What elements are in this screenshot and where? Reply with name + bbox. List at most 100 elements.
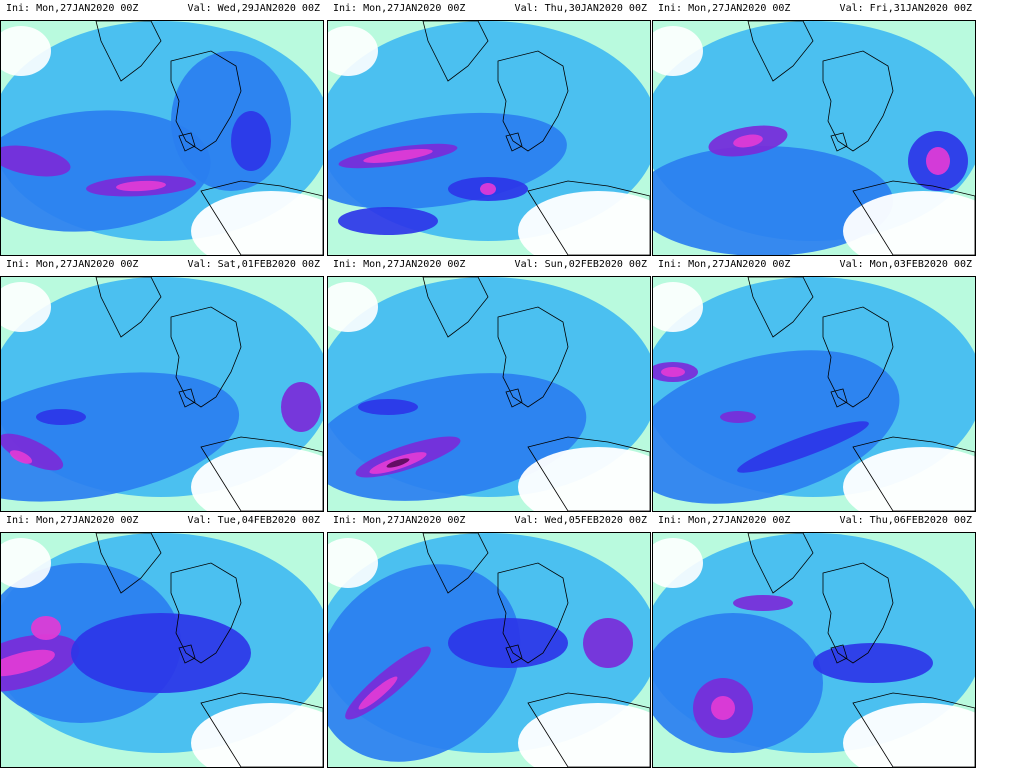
precip-blob	[711, 696, 735, 720]
coastline	[170, 50, 242, 152]
forecast-map	[0, 276, 324, 512]
init-time-label: Ini: Mon,27JAN2020 00Z	[6, 515, 139, 526]
valid-time-label: Val: Sat,01FEB2020 00Z	[187, 259, 320, 270]
panel-header: Ini: Mon,27JAN2020 00Z Val: Thu,30JAN202…	[327, 0, 651, 18]
precip-blob	[281, 382, 321, 432]
coastline	[200, 436, 323, 511]
coastline	[852, 180, 975, 255]
coastline	[200, 180, 323, 255]
precip-blobs	[1, 21, 323, 241]
precip-field	[653, 277, 975, 511]
precip-blob	[926, 147, 950, 175]
precip-blob	[1, 372, 240, 502]
coastline	[200, 692, 323, 767]
precip-blobs	[328, 533, 650, 762]
dry-area	[1, 282, 51, 332]
coastline	[852, 692, 975, 767]
panel-header: Ini: Mon,27JAN2020 00Z Val: Sun,02FEB202…	[327, 256, 651, 274]
dry-area	[328, 538, 378, 588]
init-time-label: Ini: Mon,27JAN2020 00Z	[658, 259, 791, 270]
map-panel-5: Ini: Mon,27JAN2020 00Z Val: Sun,02FEB202…	[327, 256, 651, 512]
precip-blobs	[1, 533, 323, 753]
init-time-label: Ini: Mon,27JAN2020 00Z	[333, 3, 466, 14]
forecast-map	[652, 276, 976, 512]
coastline	[527, 436, 650, 511]
coastline	[95, 277, 162, 338]
precip-blob	[363, 149, 433, 163]
forecast-map	[327, 532, 651, 768]
coastline	[830, 388, 848, 408]
coastline	[422, 533, 489, 594]
coastline	[95, 21, 162, 82]
valid-time-label: Val: Thu,30JAN2020 00Z	[514, 3, 647, 14]
panel-header: Ini: Mon,27JAN2020 00Z Val: Wed,29JAN202…	[0, 0, 324, 18]
panel-header: Ini: Mon,27JAN2020 00Z Val: Wed,05FEB202…	[327, 512, 651, 530]
precip-blob	[583, 618, 633, 668]
init-time-label: Ini: Mon,27JAN2020 00Z	[333, 515, 466, 526]
precip-blob	[231, 111, 271, 171]
dry-area	[843, 703, 975, 767]
coastline	[505, 644, 523, 664]
coastline	[170, 562, 242, 664]
init-time-label: Ini: Mon,27JAN2020 00Z	[658, 515, 791, 526]
map-panel-1: Ini: Mon,27JAN2020 00Z Val: Wed,29JAN202…	[0, 0, 324, 256]
precip-blob	[116, 180, 166, 192]
panel-header: Ini: Mon,27JAN2020 00Z Val: Fri,31JAN202…	[652, 0, 976, 18]
valid-time-label: Val: Sun,02FEB2020 00Z	[514, 259, 647, 270]
map-panel-2: Ini: Mon,27JAN2020 00Z Val: Thu,30JAN202…	[327, 0, 651, 256]
coastline	[178, 388, 196, 408]
dry-area	[191, 191, 323, 255]
dry-area	[328, 26, 378, 76]
valid-time-label: Val: Thu,06FEB2020 00Z	[839, 515, 972, 526]
precip-blobs	[328, 277, 650, 501]
coastline	[170, 306, 242, 408]
precip-field	[328, 533, 650, 767]
map-panel-6: Ini: Mon,27JAN2020 00Z Val: Mon,03FEB202…	[652, 256, 976, 512]
precip-blob	[71, 613, 251, 693]
valid-time-label: Val: Mon,03FEB2020 00Z	[839, 259, 972, 270]
dry-area	[328, 282, 378, 332]
precip-field	[328, 277, 650, 511]
precip-blob	[358, 676, 398, 710]
coastline	[497, 50, 569, 152]
dry-area	[518, 191, 650, 255]
valid-time-label: Val: Fri,31JAN2020 00Z	[839, 3, 972, 14]
coastline	[95, 533, 162, 594]
init-time-label: Ini: Mon,27JAN2020 00Z	[658, 3, 791, 14]
precip-field	[328, 21, 650, 255]
precip-blob	[733, 134, 763, 148]
forecast-map	[652, 532, 976, 768]
precip-blob	[733, 595, 793, 611]
precip-blob	[1, 110, 211, 232]
precip-blob	[338, 207, 438, 235]
coastline	[822, 50, 894, 152]
precip-field	[1, 277, 323, 511]
precip-blob	[653, 146, 893, 255]
forecast-map	[0, 20, 324, 256]
coastline	[178, 644, 196, 664]
map-panel-8: Ini: Mon,27JAN2020 00Z Val: Wed,05FEB202…	[327, 512, 651, 768]
coastline	[422, 277, 489, 338]
precip-blobs	[653, 277, 975, 504]
precip-field	[1, 21, 323, 255]
forecast-map	[327, 276, 651, 512]
precip-field	[1, 533, 323, 767]
coastline	[830, 132, 848, 152]
precip-field	[653, 533, 975, 767]
dry-area	[1, 538, 51, 588]
forecast-map	[652, 20, 976, 256]
coastline	[822, 562, 894, 664]
coastline	[852, 436, 975, 511]
precip-blob	[480, 183, 496, 195]
precip-blob	[813, 643, 933, 683]
valid-time-label: Val: Wed,05FEB2020 00Z	[514, 515, 647, 526]
map-panel-3: Ini: Mon,27JAN2020 00Z Val: Fri,31JAN202…	[652, 0, 976, 256]
panel-header: Ini: Mon,27JAN2020 00Z Val: Thu,06FEB202…	[652, 512, 976, 530]
coastline	[505, 132, 523, 152]
coastline	[822, 306, 894, 408]
coastline	[422, 21, 489, 82]
precip-blob	[661, 367, 685, 377]
precip-blob	[1, 433, 64, 471]
coastline	[497, 306, 569, 408]
coastline	[747, 533, 814, 594]
